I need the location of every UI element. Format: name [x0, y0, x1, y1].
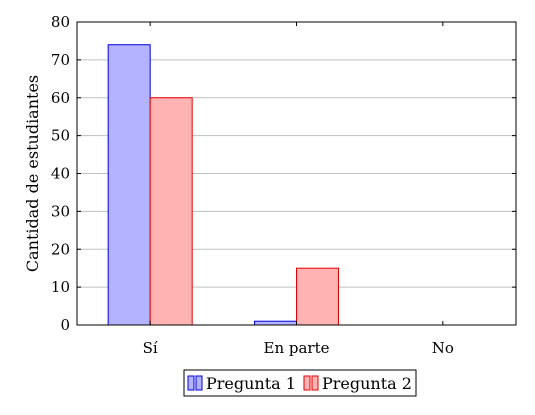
x-tick-label: En parte	[264, 339, 330, 357]
legend-swatch	[311, 375, 319, 391]
y-axis-title: Cantidad de estudiantes	[23, 75, 42, 272]
legend-label: Pregunta 1	[206, 374, 296, 393]
bar-2-1	[149, 97, 193, 326]
y-axis-ticks: 0 10 20 30 40 50 60 70 80	[51, 13, 516, 334]
legend: Pregunta 1 Pregunta 2	[183, 369, 417, 397]
bar-2-2	[296, 267, 339, 326]
bar-1-2	[254, 320, 297, 326]
bar-1-1	[107, 44, 151, 326]
y-tick-label: 60	[51, 89, 70, 107]
y-tick-label: 10	[51, 278, 70, 296]
y-tick-label: 30	[51, 202, 70, 220]
y-tick-label: 20	[51, 240, 70, 258]
legend-swatch	[187, 375, 195, 391]
legend-box	[183, 369, 417, 397]
y-tick-label: 40	[51, 165, 70, 183]
y-tick-label: 70	[51, 51, 70, 69]
legend-label: Pregunta 2	[322, 374, 412, 393]
y-tick-label: 80	[51, 13, 70, 31]
x-axis-ticks: Sí En parte No	[143, 22, 454, 357]
legend-swatch	[303, 375, 311, 391]
y-tick-label: 0	[60, 316, 70, 334]
legend-swatch	[195, 375, 203, 391]
y-tick-label: 50	[51, 127, 70, 145]
x-tick-label: Sí	[143, 339, 158, 357]
bars	[107, 44, 339, 326]
x-tick-label: No	[432, 339, 454, 357]
